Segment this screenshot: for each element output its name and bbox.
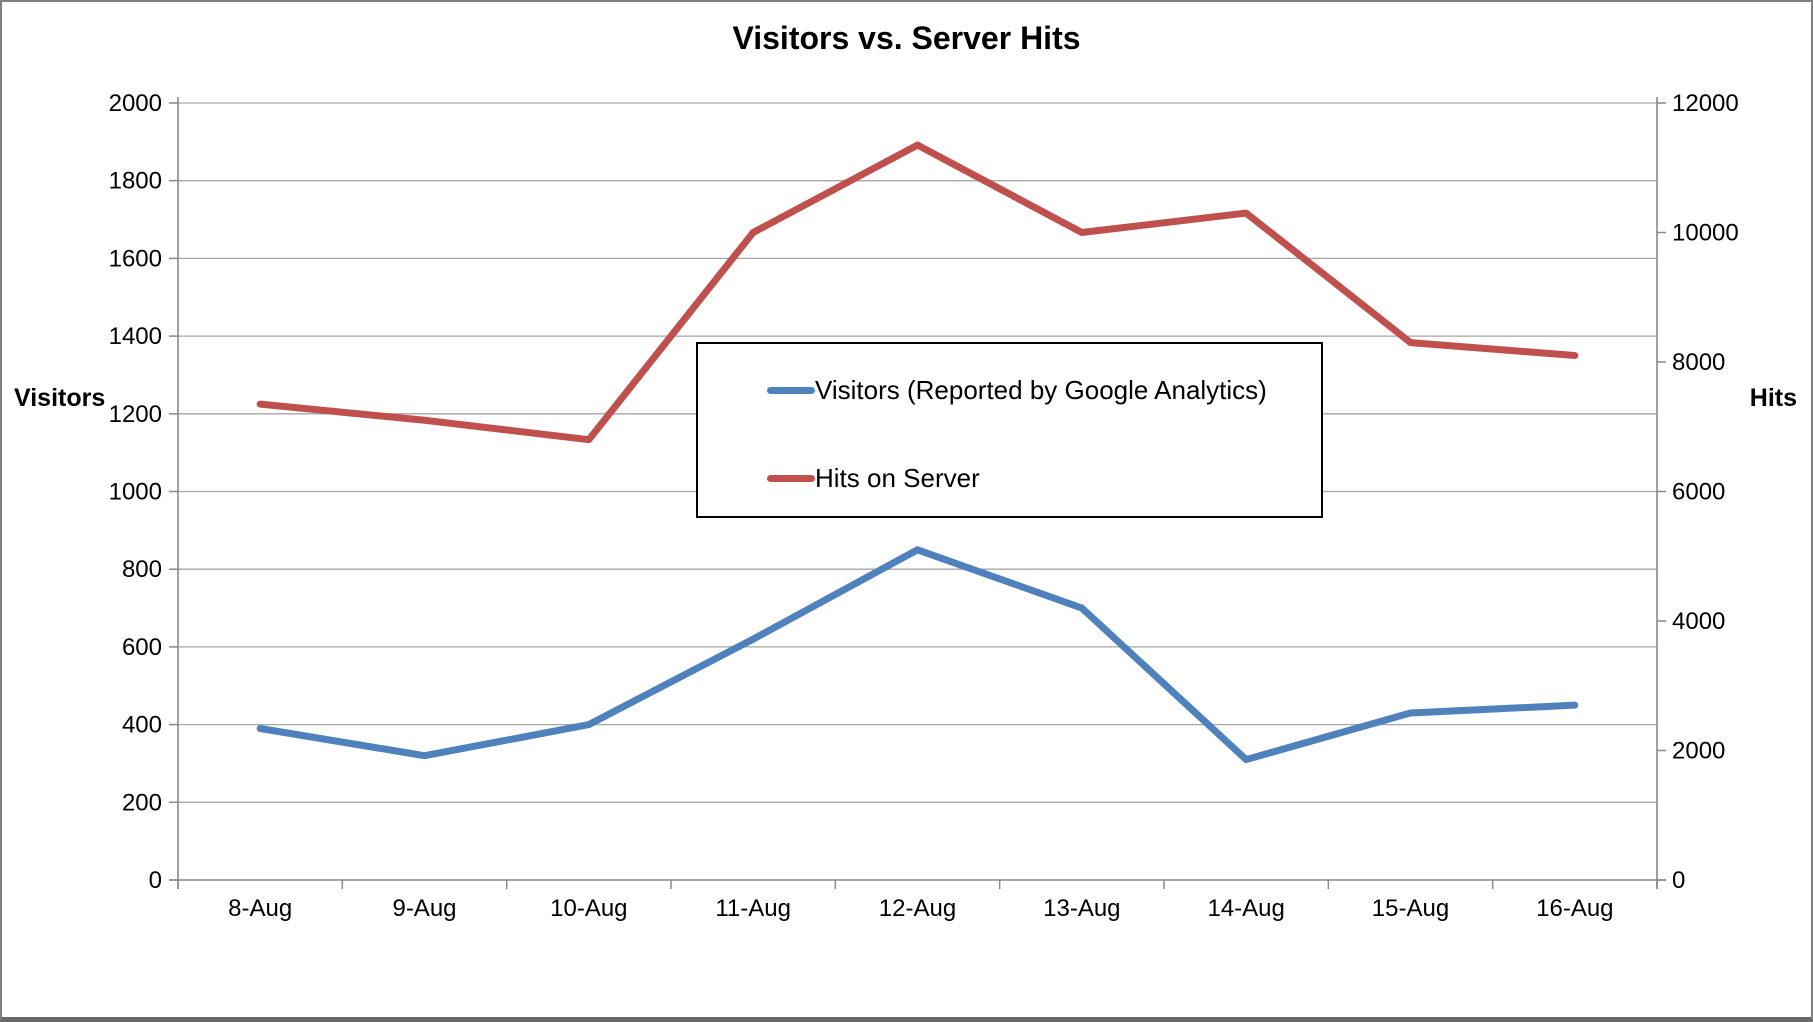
legend-label: Hits on Server <box>815 463 980 493</box>
legend-item-hits: Hits on Server <box>767 465 980 491</box>
right-axis-tick-label: 6000 <box>1672 479 1725 506</box>
left-axis-tick-label: 2000 <box>109 90 162 117</box>
series-line-visitors <box>256 546 1579 764</box>
right-axis-tick-label: 4000 <box>1672 608 1725 635</box>
left-axis-tick-label: 200 <box>122 789 162 816</box>
right-axis-tick-label: 10000 <box>1672 220 1739 247</box>
x-axis-category-label: 12-Aug <box>879 895 956 922</box>
legend: Visitors (Reported by Google Analytics) … <box>696 342 1323 518</box>
left-axis-tick-label: 1400 <box>109 323 162 350</box>
chart-title: Visitors vs. Server Hits <box>732 20 1081 56</box>
x-axis-category-label: 10-Aug <box>550 895 627 922</box>
x-axis-category-label: 8-Aug <box>228 895 292 922</box>
hits-line-swatch-icon <box>767 474 815 482</box>
x-axis-category-label: 11-Aug <box>715 895 791 922</box>
left-axis-tick-label: 400 <box>122 712 162 739</box>
right-axis-tick-label: 2000 <box>1672 738 1725 765</box>
legend-item-visitors: Visitors (Reported by Google Analytics) <box>767 377 1267 403</box>
x-axis-category-label: 15-Aug <box>1372 895 1449 922</box>
legend-label: Visitors (Reported by Google Analytics) <box>815 375 1267 405</box>
right-axis-title: Hits <box>1749 384 1797 412</box>
left-axis-tick-label: 1800 <box>109 168 162 195</box>
x-axis-category-label: 13-Aug <box>1043 895 1120 922</box>
visitors-line-swatch-icon <box>767 386 815 394</box>
left-axis-tick-label: 1600 <box>109 245 162 272</box>
left-axis-tick-label: 600 <box>122 634 162 661</box>
left-axis-title: Visitors <box>14 384 106 412</box>
right-axis-tick-label: 12000 <box>1672 90 1739 117</box>
x-axis-category-label: 16-Aug <box>1536 895 1613 922</box>
x-axis-category-label: 14-Aug <box>1207 895 1284 922</box>
left-axis-tick-label: 1200 <box>109 401 162 428</box>
right-axis-tick-label: 0 <box>1672 867 1685 894</box>
series-line-hits <box>256 141 1579 444</box>
left-axis-tick-label: 1000 <box>109 479 162 506</box>
x-axis-category-label: 9-Aug <box>392 895 456 922</box>
left-axis-tick-label: 0 <box>149 867 162 894</box>
right-axis-tick-label: 8000 <box>1672 349 1725 376</box>
left-axis-tick-label: 800 <box>122 556 162 583</box>
